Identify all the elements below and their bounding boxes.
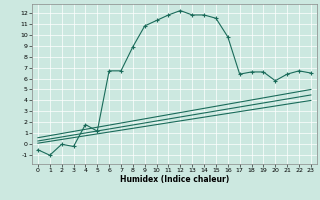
X-axis label: Humidex (Indice chaleur): Humidex (Indice chaleur) bbox=[120, 175, 229, 184]
